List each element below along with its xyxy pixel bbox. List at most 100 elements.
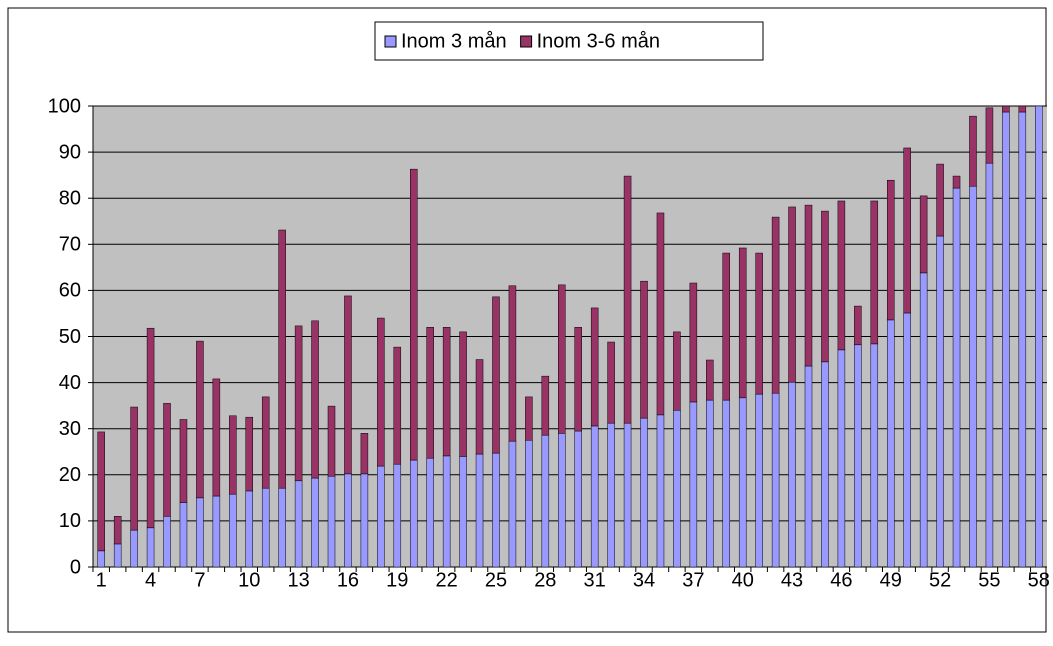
x-tick-label: 52 bbox=[929, 569, 951, 591]
x-tick-label: 16 bbox=[337, 569, 359, 591]
bar-segment bbox=[475, 359, 484, 455]
y-tick-label: 70 bbox=[59, 234, 81, 256]
x-tick-label: 28 bbox=[534, 569, 556, 591]
bar-segment bbox=[360, 433, 369, 475]
legend-swatch bbox=[520, 35, 533, 48]
bar-segment bbox=[525, 396, 533, 441]
bar-segment bbox=[656, 212, 665, 416]
legend: Inom 3 mån Inom 3-6 mån bbox=[374, 21, 764, 61]
bar-segment bbox=[574, 430, 582, 568]
bar-segment bbox=[212, 495, 221, 568]
bar-segment bbox=[590, 425, 599, 568]
y-tick-label: 40 bbox=[59, 372, 81, 394]
bar-segment bbox=[442, 455, 451, 568]
bar-segment bbox=[113, 516, 122, 545]
x-tick-label: 19 bbox=[386, 569, 408, 591]
bar-segment bbox=[952, 187, 961, 568]
x-tick-label: 55 bbox=[978, 569, 1000, 591]
bar-segment bbox=[212, 378, 221, 497]
bar-segment bbox=[936, 163, 944, 237]
bar-segment bbox=[854, 344, 862, 568]
bar-segment bbox=[97, 431, 105, 552]
bar-segment bbox=[854, 305, 862, 346]
bar-segment bbox=[919, 195, 928, 274]
bar-segment bbox=[113, 543, 122, 568]
bar-segment bbox=[130, 529, 138, 568]
bar-segment bbox=[327, 405, 336, 477]
bar-segment bbox=[409, 168, 418, 461]
bar-segment bbox=[755, 393, 763, 568]
bar-segment bbox=[590, 307, 599, 427]
bar-segment bbox=[903, 312, 911, 568]
bar-segment bbox=[936, 235, 944, 568]
bar-segment bbox=[278, 487, 286, 568]
bar-segment bbox=[722, 399, 731, 568]
bar-segment bbox=[1035, 105, 1043, 568]
bar-segment bbox=[837, 200, 846, 351]
bar-segment bbox=[706, 359, 714, 401]
bar-segment bbox=[656, 414, 665, 568]
x-tick-label: 58 bbox=[1028, 569, 1050, 591]
bar-segment bbox=[196, 497, 204, 568]
bar-segment bbox=[689, 282, 698, 403]
bar-segment bbox=[738, 247, 747, 399]
bar-segment bbox=[245, 416, 254, 492]
bar-segment bbox=[163, 516, 171, 568]
bar-segment bbox=[771, 216, 780, 394]
bar-segment bbox=[344, 295, 352, 475]
x-tick-label: 25 bbox=[485, 569, 507, 591]
bar-segment bbox=[377, 465, 385, 568]
x-tick-label: 13 bbox=[287, 569, 309, 591]
bar-segment bbox=[640, 280, 648, 419]
bar-segment bbox=[442, 327, 451, 457]
bar-segment bbox=[393, 463, 402, 568]
bar-segment bbox=[607, 341, 615, 424]
bar-segment bbox=[903, 147, 911, 314]
bar-segment bbox=[146, 327, 155, 529]
bar-segment bbox=[969, 185, 977, 568]
bar-segment bbox=[919, 272, 928, 568]
bar-segment bbox=[261, 487, 270, 568]
legend-swatch bbox=[384, 35, 397, 48]
bar-segment bbox=[640, 417, 648, 568]
bar-segment bbox=[1018, 111, 1027, 568]
bar-segment bbox=[788, 206, 796, 383]
x-tick-label: 40 bbox=[732, 569, 754, 591]
bar-segment bbox=[673, 331, 681, 411]
x-tick-label: 34 bbox=[633, 569, 655, 591]
bar-segment bbox=[541, 434, 550, 568]
bar-segment bbox=[393, 346, 402, 465]
x-tick-label: 31 bbox=[584, 569, 606, 591]
bar-segment bbox=[377, 317, 385, 467]
y-tick-label: 10 bbox=[59, 510, 81, 532]
bar-segment bbox=[623, 175, 632, 424]
bar-segment bbox=[327, 475, 336, 568]
bar-segment bbox=[278, 229, 286, 489]
x-tick-label: 22 bbox=[436, 569, 458, 591]
bar-segment bbox=[1002, 111, 1010, 568]
bar-segment bbox=[541, 375, 550, 436]
bar-segment bbox=[344, 473, 352, 568]
y-tick-label: 30 bbox=[59, 418, 81, 440]
bar-segment bbox=[179, 419, 188, 503]
bar-segment bbox=[558, 284, 566, 434]
bar-segment bbox=[870, 343, 879, 568]
bar-segment bbox=[821, 210, 829, 363]
y-tick-label: 50 bbox=[59, 326, 81, 348]
bar-segment bbox=[755, 252, 763, 395]
bar-segment bbox=[673, 410, 681, 568]
bar-segment bbox=[130, 406, 138, 531]
bar-segment bbox=[837, 349, 846, 568]
bar-segment bbox=[459, 331, 467, 457]
bar-segment bbox=[229, 415, 237, 495]
y-tick-label: 0 bbox=[70, 556, 81, 578]
bar-segment bbox=[492, 296, 500, 454]
legend-label: Inom 3-6 mån bbox=[537, 30, 660, 52]
bar-segment bbox=[886, 319, 895, 568]
bar-segment bbox=[229, 493, 237, 568]
x-tick-label: 10 bbox=[238, 569, 260, 591]
bar-segment bbox=[409, 459, 418, 568]
bar-segment bbox=[574, 327, 582, 432]
bar-segment bbox=[294, 325, 303, 482]
